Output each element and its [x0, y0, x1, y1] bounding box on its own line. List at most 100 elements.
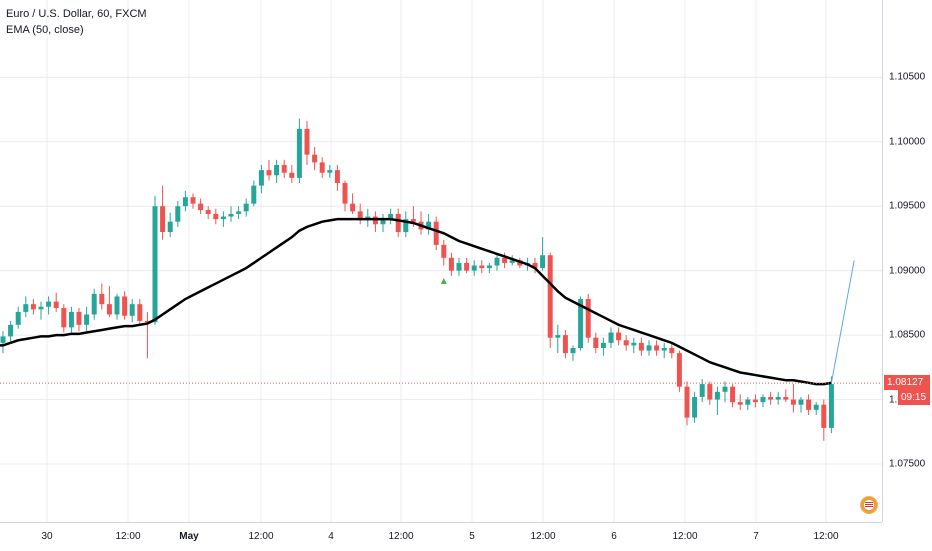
candle-up [15, 311, 21, 325]
price-axis[interactable]: 1.105001.100001.095001.090001.085001.080… [882, 0, 932, 522]
candle-down [342, 183, 348, 204]
candle-up [0, 336, 6, 343]
candle-up [114, 296, 120, 315]
candle-down [190, 197, 196, 204]
candle-down [213, 213, 219, 220]
candle-up [631, 342, 637, 346]
time-tick-label: 5 [469, 531, 475, 542]
candle-up [760, 396, 766, 403]
candle-up [243, 203, 249, 212]
candle-up [775, 396, 781, 400]
time-tick-label: 12:00 [248, 531, 274, 542]
candle-up [661, 348, 667, 351]
price-tick-label: 1.10000 [889, 136, 926, 148]
candle-down [441, 244, 447, 258]
time-tick-label: 4 [328, 531, 334, 542]
candle-up [714, 391, 720, 400]
candle-down [30, 304, 36, 310]
candle-down [76, 311, 82, 325]
price-tick-label: 1.07500 [889, 458, 926, 470]
time-tick-label: 12:00 [813, 531, 839, 542]
candle-down [669, 348, 675, 354]
candle-down [160, 206, 166, 232]
candle-down [137, 304, 143, 321]
candle-down [319, 162, 325, 173]
candle-down [448, 257, 454, 271]
time-tick-label: 12:00 [530, 531, 556, 542]
candle-up [426, 221, 432, 230]
candle-up [327, 170, 333, 173]
chart-plot-area[interactable]: Euro / U.S. Dollar, 60, FXCM EMA (50, cl… [0, 0, 882, 522]
candle-up [456, 262, 462, 271]
time-axis[interactable]: 30 12:00 May 12:00 4 12:00 5 12:00 6 12:00 7 12:00 [0, 522, 882, 551]
signal-arrow-up [440, 277, 447, 284]
candle-down [502, 257, 508, 263]
candle-up [646, 345, 652, 351]
candle-down [122, 296, 128, 316]
candle-down [266, 170, 272, 176]
candle-down [783, 396, 789, 400]
candle-down [395, 213, 401, 232]
price-tick-label: 1.09000 [889, 265, 926, 277]
candle-up [91, 293, 97, 315]
candle-up [167, 221, 173, 232]
us-flag-icon[interactable] [860, 496, 878, 514]
candle-up [555, 335, 561, 338]
candle-down [61, 308, 67, 328]
candlestick-chart[interactable] [0, 0, 882, 522]
candle-down [562, 335, 568, 354]
candle-up [38, 306, 44, 310]
candle-down [707, 384, 713, 400]
candle-up [403, 219, 409, 232]
candle-up [608, 332, 614, 343]
candle-down [410, 219, 416, 222]
symbol-title: Euro / U.S. Dollar, 60, FXCM [6, 8, 147, 20]
indicator-label[interactable]: EMA (50, close) [6, 24, 84, 36]
candle-up [798, 399, 804, 405]
candle-up [175, 206, 181, 222]
candle-down [350, 203, 356, 212]
bar-countdown-badge: 09:15 [898, 390, 930, 406]
price-tick-label: 1.09500 [889, 200, 926, 212]
candle-down [334, 170, 340, 184]
candle-down [821, 404, 827, 428]
candle-up [228, 213, 234, 217]
candle-down [676, 353, 682, 387]
time-tick-label: 6 [611, 531, 617, 542]
candle-down [532, 262, 538, 269]
candle-down [547, 255, 553, 338]
candle-down [768, 396, 774, 400]
candle-up [699, 384, 705, 397]
candle-up [129, 304, 135, 316]
candle-down [357, 211, 363, 220]
candle-down [654, 345, 660, 351]
candle-up [296, 128, 302, 178]
candle-up [509, 260, 515, 263]
candle-down [464, 262, 470, 271]
candle-down [737, 402, 743, 405]
chart-legend: Euro / U.S. Dollar, 60, FXCM EMA (50, cl… [6, 6, 147, 38]
candle-down [312, 154, 318, 163]
candle-down [623, 340, 629, 346]
candle-down [198, 203, 204, 211]
candle-down [593, 337, 599, 348]
candle-up [258, 170, 264, 186]
candle-up [540, 255, 546, 269]
candle-up [570, 348, 576, 354]
candle-up [68, 311, 74, 328]
candle-down [616, 332, 622, 341]
candle-down [585, 299, 591, 338]
candle-up [8, 324, 14, 337]
candle-up [692, 396, 698, 418]
candle-down [806, 399, 812, 410]
candle-up [84, 314, 90, 325]
candle-up [365, 216, 371, 220]
time-tick-label: 12:00 [115, 531, 141, 542]
price-tick-label: 1.10500 [889, 71, 926, 83]
candle-up [578, 299, 584, 348]
ema-line [0, 217, 832, 386]
candle-down [144, 320, 150, 323]
candle-down [790, 399, 796, 405]
candle-up [152, 206, 158, 323]
candle-up [182, 197, 188, 207]
